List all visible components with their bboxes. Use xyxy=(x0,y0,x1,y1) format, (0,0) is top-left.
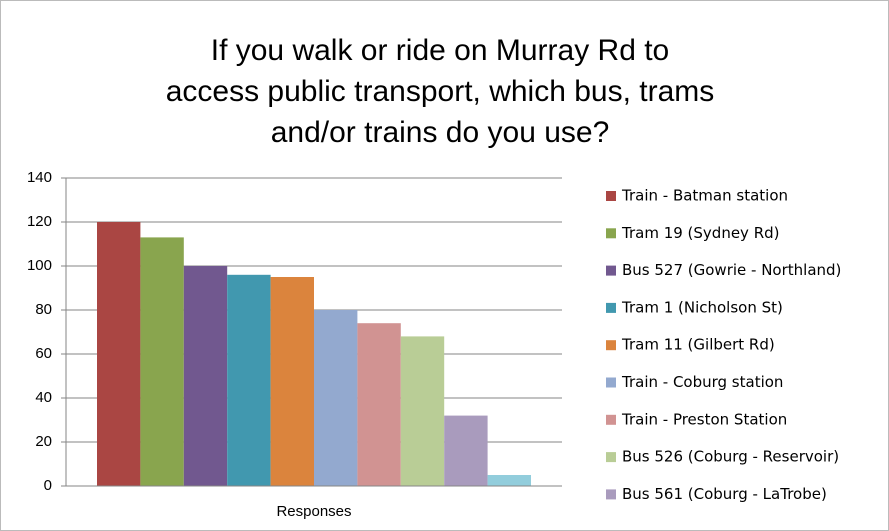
legend-label: Train - Coburg station xyxy=(621,373,783,391)
legend-label: Tram 19 (Sydney Rd) xyxy=(621,224,780,242)
bar xyxy=(140,237,184,486)
legend-swatch xyxy=(606,489,616,500)
legend-label: Bus 526 (Coburg - Reservoir) xyxy=(622,448,839,466)
bar xyxy=(270,277,314,486)
bar xyxy=(183,266,228,486)
bar xyxy=(357,323,401,486)
legend-swatch xyxy=(606,228,616,239)
legend-swatch xyxy=(606,377,616,388)
y-tick-label: 20 xyxy=(35,433,52,450)
legend-label: Train - Batman station xyxy=(621,187,788,205)
y-tick-label: 60 xyxy=(35,345,52,362)
legend-swatch xyxy=(606,340,616,351)
chart-title: and/or trains do you use? xyxy=(271,116,610,149)
legend-label: Train - Preston Station xyxy=(621,410,787,428)
y-tick-label: 40 xyxy=(35,389,52,406)
bar xyxy=(444,415,488,486)
y-tick-label: 140 xyxy=(27,169,52,186)
bar xyxy=(487,475,531,486)
y-tick-label: 0 xyxy=(44,477,52,494)
y-tick-label: 80 xyxy=(35,301,52,318)
legend-swatch xyxy=(606,265,616,276)
legend-swatch xyxy=(606,191,616,201)
y-tick-label: 100 xyxy=(27,257,52,274)
legend-swatch xyxy=(606,302,616,313)
legend-label: Bus 561 (Coburg - LaTrobe) xyxy=(622,485,827,503)
bar xyxy=(227,274,271,486)
legend-swatch xyxy=(606,452,616,463)
chart-title: If you walk or ride on Murray Rd to xyxy=(211,34,670,67)
legend-swatch xyxy=(606,414,616,425)
legend-label: Tram 11 (Gilbert Rd) xyxy=(621,336,775,354)
bar xyxy=(97,222,141,486)
bar xyxy=(314,310,358,486)
chart-title: access public transport, which bus, tram… xyxy=(166,75,715,108)
legend-label: Tram 1 (Nicholson St) xyxy=(621,298,783,316)
bar xyxy=(400,336,445,486)
legend-label: Bus 527 (Gowrie - Northland) xyxy=(622,261,841,279)
x-tick-label: Responses xyxy=(276,503,351,520)
y-tick-label: 120 xyxy=(27,213,52,230)
